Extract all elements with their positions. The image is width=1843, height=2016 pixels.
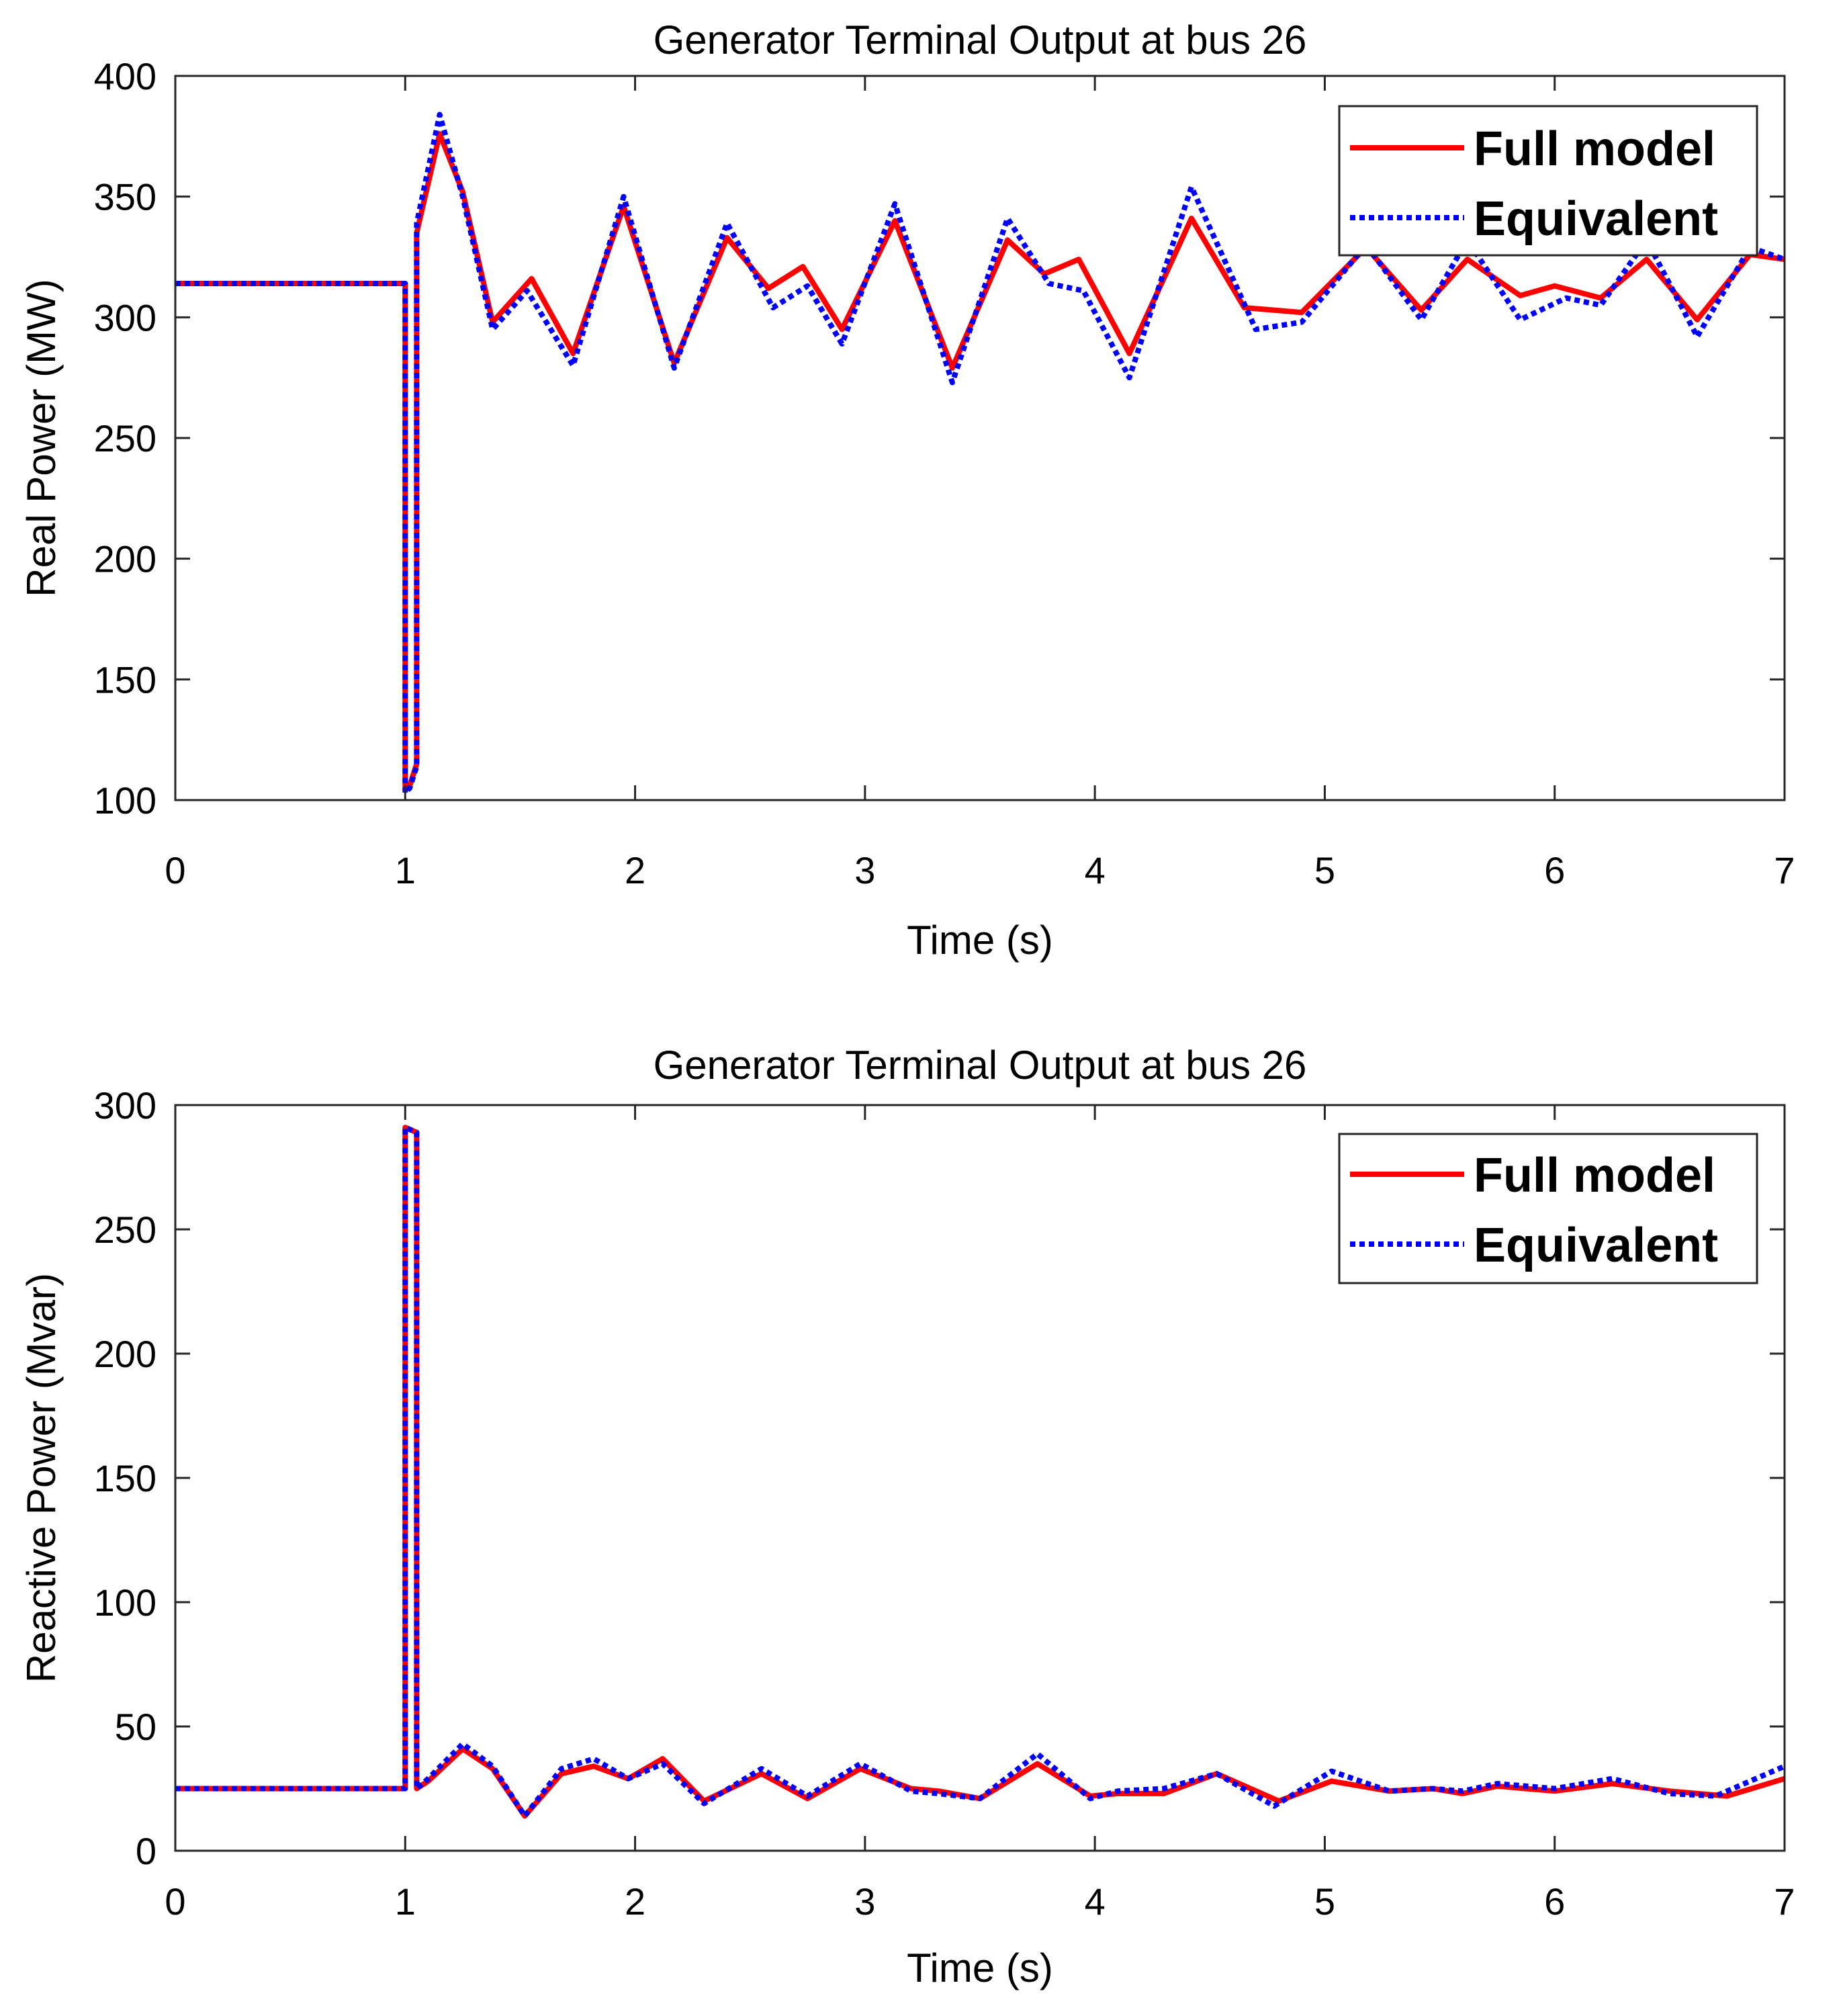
chart-title: Generator Terminal Output at bus 26 xyxy=(654,17,1307,62)
y-tick-label: 0 xyxy=(136,1830,156,1872)
y-ticks: 100 150 200 250 300 350 400 xyxy=(94,55,1785,822)
y-tick-label: 300 xyxy=(94,1084,156,1127)
x-tick-label: 1 xyxy=(395,1880,416,1923)
y-tick-label: 100 xyxy=(94,1581,156,1624)
y-tick-label: 200 xyxy=(94,538,156,580)
x-tick-label: 1 xyxy=(395,849,416,891)
y-tick-label: 400 xyxy=(94,55,156,97)
legend-equivalent-label: Equivalent xyxy=(1474,1219,1718,1272)
y-tick-label: 100 xyxy=(94,779,156,822)
y-tick-label: 250 xyxy=(94,1209,156,1251)
legend-full-model-label: Full model xyxy=(1474,1149,1715,1202)
y-tick-label: 200 xyxy=(94,1333,156,1375)
x-tick-label: 4 xyxy=(1085,1880,1106,1923)
legend-box xyxy=(1338,105,1758,257)
x-ticks: 0 1 2 3 4 5 6 7 xyxy=(165,1105,1795,1923)
chart-title: Generator Terminal Output at bus 26 xyxy=(654,1043,1307,1088)
y-tick-label: 350 xyxy=(94,176,156,218)
x-tick-label: 4 xyxy=(1085,849,1106,891)
x-axis-label: Time (s) xyxy=(907,1945,1053,1990)
real-power-chart: Generator Terminal Output at bus 26 0 1 2 3… xyxy=(19,17,1795,963)
x-tick-label: 5 xyxy=(1314,1880,1335,1923)
x-tick-label: 6 xyxy=(1544,1880,1565,1923)
x-tick-label: 3 xyxy=(854,849,875,891)
x-ticks: 0 1 2 3 4 5 6 7 xyxy=(165,76,1795,891)
x-tick-label: 0 xyxy=(165,849,185,891)
y-tick-label: 50 xyxy=(115,1706,156,1748)
x-tick-label: 6 xyxy=(1544,849,1565,891)
x-tick-label: 3 xyxy=(854,1880,875,1923)
series-line-full-model xyxy=(175,131,1785,793)
plot-area xyxy=(175,1125,1786,1819)
x-tick-label: 7 xyxy=(1774,1880,1795,1923)
y-ticks: 0 50 100 150 200 250 300 xyxy=(94,1084,1785,1872)
y-tick-label: 250 xyxy=(94,417,156,459)
y-axis-label: Real Power (MW) xyxy=(19,279,64,597)
x-tick-label: 2 xyxy=(625,1880,645,1923)
x-tick-label: 5 xyxy=(1314,849,1335,891)
legend-equivalent-label: Equivalent xyxy=(1474,192,1718,246)
plot-area xyxy=(175,112,1786,796)
y-tick-label: 300 xyxy=(94,296,156,339)
x-tick-label: 2 xyxy=(625,849,645,891)
legend-full-model-label: Full model xyxy=(1474,122,1715,176)
legend: Full model Equivalent xyxy=(1338,105,1758,257)
legend: Full model Equivalent xyxy=(1338,1133,1758,1284)
x-axis-label: Time (s) xyxy=(907,918,1053,963)
x-tick-label: 7 xyxy=(1774,849,1795,891)
y-tick-label: 150 xyxy=(94,658,156,701)
reactive-power-chart: Generator Terminal Output at bus 26 0 1 2 3… xyxy=(19,1043,1795,1990)
legend-box xyxy=(1338,1133,1758,1284)
x-tick-label: 0 xyxy=(165,1880,185,1923)
y-tick-label: 150 xyxy=(94,1457,156,1499)
series-line-equivalent xyxy=(175,112,1786,796)
series-line-equivalent xyxy=(175,1125,1786,1819)
y-axis-label: Reactive Power (Mvar) xyxy=(19,1273,64,1683)
